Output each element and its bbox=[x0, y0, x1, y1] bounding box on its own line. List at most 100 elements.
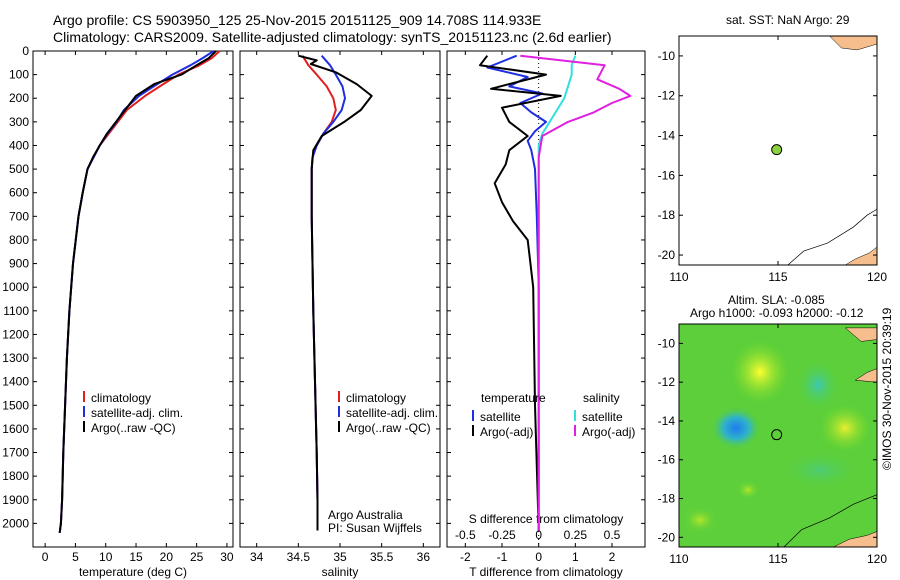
depth-tick-label: 1700 bbox=[2, 446, 29, 460]
map-y-tick-label: -12 bbox=[658, 89, 676, 103]
x-tick-label: 0 bbox=[535, 550, 542, 564]
float-marker bbox=[771, 144, 783, 156]
map-y-tick-label: -18 bbox=[658, 492, 676, 506]
legend-label: climatology bbox=[346, 391, 406, 405]
depth-tick-label: 100 bbox=[9, 68, 29, 82]
s-tick-label: -0.25 bbox=[488, 528, 516, 542]
map-y-tick-label: -12 bbox=[658, 375, 676, 389]
map-y-tick-label: -18 bbox=[658, 208, 676, 222]
s-tick-label: -0.5 bbox=[455, 528, 476, 542]
x-tick-label: 0 bbox=[42, 550, 49, 564]
series-line-s-argo-adj- bbox=[520, 54, 632, 531]
credit-line: PI: Susan Wijffels bbox=[328, 521, 422, 535]
x-tick-label: -1 bbox=[497, 550, 508, 564]
map-x-tick-label: 120 bbox=[867, 552, 887, 566]
map-x-tick-label: 115 bbox=[768, 552, 787, 566]
map-y-tick-label: -16 bbox=[658, 168, 676, 182]
panel-temperature: 0100200300400500600700800900100011001200… bbox=[2, 44, 234, 579]
profile-title: Argo profile: CS 5903950_125 25-Nov-2015… bbox=[53, 12, 542, 28]
panel-frame bbox=[446, 50, 646, 548]
land-island bbox=[828, 35, 878, 51]
x-tick-label: 10 bbox=[99, 550, 113, 564]
map-y-tick-label: -20 bbox=[658, 248, 676, 262]
map-y-tick-label: -20 bbox=[658, 530, 676, 544]
depth-tick-label: 1800 bbox=[2, 469, 29, 483]
map-y-tick-label: -14 bbox=[658, 414, 676, 428]
map-x-tick-label: 120 bbox=[867, 270, 887, 284]
depth-tick-label: 700 bbox=[9, 209, 29, 223]
x-tick-label: 1 bbox=[572, 550, 579, 564]
x-tick-label: 35.5 bbox=[370, 550, 394, 564]
float-marker bbox=[771, 429, 783, 441]
x-axis-label: temperature (deg C) bbox=[79, 565, 187, 579]
depth-tick-label: 900 bbox=[9, 257, 29, 271]
sla-map: 110 115 120 -10 -12 -14 -16 -18 -20 bbox=[658, 323, 887, 566]
x-tick-label: 34.5 bbox=[287, 550, 311, 564]
depth-tick-label: 1100 bbox=[3, 304, 29, 318]
x-tick-label: 36 bbox=[417, 550, 431, 564]
x-tick-label: 5 bbox=[72, 550, 79, 564]
bathy-contour bbox=[787, 208, 878, 266]
legend-label: satellite-adj. clim. bbox=[346, 406, 438, 420]
x-tick-label: 34 bbox=[250, 550, 264, 564]
s-tick-label: 0 bbox=[535, 528, 542, 542]
map-y-tick-label: -10 bbox=[658, 336, 676, 350]
panel-salinity: 34 34.5 35 35.5 36 salinity climatologysatelli… bbox=[239, 50, 441, 579]
legend-label: satellite bbox=[480, 410, 521, 424]
x-axis-label-top: S difference from climatology bbox=[469, 512, 624, 526]
credit-line: Argo Australia bbox=[328, 508, 403, 522]
depth-tick-label: 1000 bbox=[2, 280, 29, 294]
depth-tick-label: 1300 bbox=[2, 351, 29, 365]
depth-tick-label: 200 bbox=[9, 91, 29, 105]
depth-tick-label: 400 bbox=[9, 138, 29, 152]
s-tick-label: 0.25 bbox=[564, 528, 588, 542]
series-line-climatology bbox=[301, 55, 337, 531]
land-australia bbox=[844, 246, 878, 266]
sst-map-title: sat. SST: NaN Argo: 29 bbox=[726, 13, 850, 27]
depth-tick-label: 1500 bbox=[2, 398, 29, 412]
legend-label: Argo(-adj) bbox=[480, 425, 533, 439]
climatology-title: Climatology: CARS2009. Satellite-adjuste… bbox=[53, 29, 612, 45]
panel-difference: -2 -1 0 1 2T difference from climatology S di… bbox=[446, 50, 646, 579]
s-tick-label: 0.5 bbox=[604, 528, 621, 542]
depth-tick-label: 0 bbox=[22, 44, 29, 58]
sla-map-subtitle: Argo h1000: -0.093 h2000: -0.12 bbox=[690, 306, 864, 320]
depth-tick-label: 2000 bbox=[2, 516, 29, 530]
legend-label: satellite bbox=[582, 410, 623, 424]
depth-tick-label: 1400 bbox=[2, 375, 29, 389]
x-tick-label: 35 bbox=[333, 550, 347, 564]
depth-tick-label: 500 bbox=[9, 162, 29, 176]
x-tick-label: 30 bbox=[220, 550, 234, 564]
depth-tick-label: 600 bbox=[9, 186, 29, 200]
map-y-tick-label: -10 bbox=[658, 49, 676, 63]
sst-map: 110 115 120 -10 -12 -14 -16 -18 -20 bbox=[658, 35, 887, 284]
x-tick-label: 20 bbox=[160, 550, 174, 564]
depth-tick-label: 800 bbox=[9, 233, 29, 247]
bathy-contour bbox=[783, 494, 878, 548]
map-y-tick-label: -14 bbox=[658, 129, 676, 143]
map-y-tick-label: -16 bbox=[658, 453, 676, 467]
x-tick-label: 25 bbox=[190, 550, 204, 564]
map-x-tick-label: 110 bbox=[669, 270, 688, 284]
map-x-tick-label: 110 bbox=[669, 552, 688, 566]
depth-tick-label: 1900 bbox=[2, 493, 29, 507]
legend-label: Argo(..raw -QC) bbox=[346, 421, 431, 435]
legend-title: salinity bbox=[583, 391, 620, 405]
legend-label: Argo(..raw -QC) bbox=[91, 421, 176, 435]
sla-field bbox=[679, 324, 877, 547]
series-line-satellite-adj-clim- bbox=[58, 50, 215, 533]
x-axis-label: T difference from climatology bbox=[469, 565, 623, 579]
sla-map-title: Altim. SLA: -0.085 bbox=[728, 293, 825, 307]
legend-label: Argo(-adj) bbox=[582, 425, 635, 439]
legend-title: temperature bbox=[481, 391, 546, 405]
panel-frame bbox=[32, 50, 234, 548]
depth-tick-label: 300 bbox=[9, 115, 29, 129]
legend-label: climatology bbox=[91, 391, 151, 405]
x-tick-label: 2 bbox=[609, 550, 616, 564]
map-x-tick-label: 115 bbox=[768, 270, 787, 284]
series-line-argo-raw-qc- bbox=[298, 54, 373, 531]
x-tick-label: -2 bbox=[460, 550, 471, 564]
x-tick-label: 15 bbox=[129, 550, 143, 564]
series-line-t-argo-adj- bbox=[479, 55, 562, 531]
series-line-climatology bbox=[58, 50, 221, 533]
